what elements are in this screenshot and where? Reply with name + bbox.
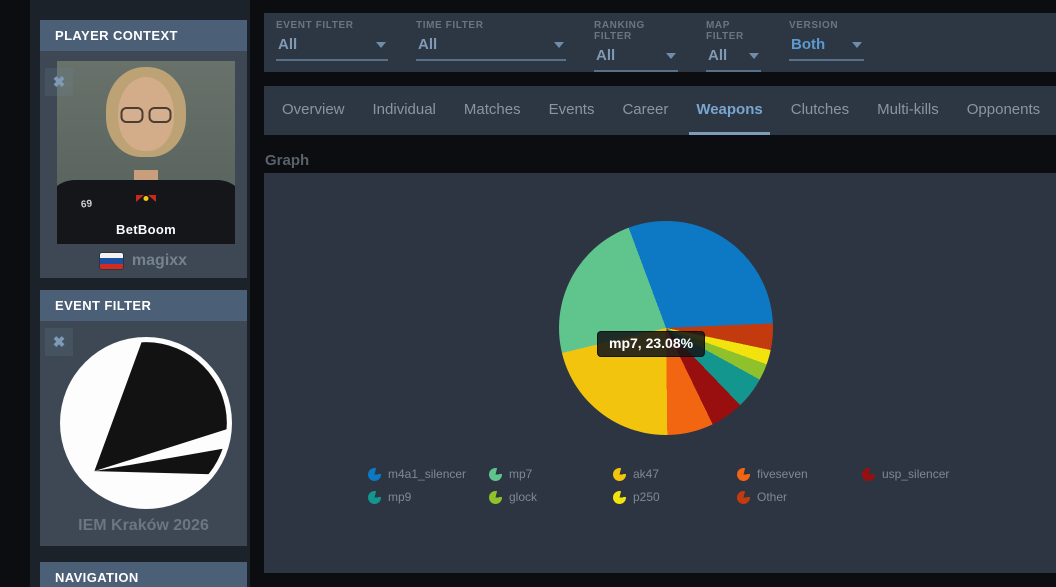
close-icon: ✖ (52, 334, 66, 351)
event-logo (60, 337, 232, 509)
event-filter-body: ✖ IEM Kraków 2026 (40, 321, 247, 546)
tab-individual[interactable]: Individual (372, 101, 436, 118)
player-name: magixx (131, 252, 188, 269)
chart-legend: m4a1_silencer mp7 ak47 fiveseven usp_silence… (368, 467, 1032, 504)
player-context-panel: PLAYER CONTEXT ✖ 69 BetBoom magixx (40, 20, 247, 278)
pie-chart-icon (489, 467, 502, 481)
pie-chart-icon (737, 467, 750, 481)
filter-label: EVENT FILTER (276, 20, 354, 31)
legend-label: mp7 (509, 467, 533, 481)
section-title: Graph (265, 152, 310, 169)
legend-item-ak47[interactable]: ak47 (613, 467, 737, 481)
player-context-title: PLAYER CONTEXT (55, 28, 178, 43)
tab-overview[interactable]: Overview (282, 101, 345, 118)
chevron-down-icon (852, 41, 862, 48)
russia-flag-icon (99, 253, 123, 269)
glasses-icon (120, 107, 172, 123)
chevron-down-icon (376, 41, 386, 48)
redbull-logo-icon (136, 193, 156, 204)
close-player-context-button[interactable]: ✖ (45, 68, 73, 96)
navigation-title: NAVIGATION (55, 570, 139, 585)
pie-chart-icon (368, 467, 381, 481)
player-name-row: magixx (40, 252, 247, 270)
pie-chart-icon (368, 490, 381, 504)
legend-item-p250[interactable]: p250 (613, 490, 737, 504)
player-context-header: PLAYER CONTEXT (40, 20, 247, 51)
shirt-number: 69 (80, 198, 93, 211)
navigation-header: NAVIGATION (40, 562, 247, 587)
legend-item-glock[interactable]: glock (489, 490, 613, 504)
esl-logo-icon (60, 337, 232, 509)
navigation-panel: NAVIGATION (40, 562, 247, 587)
legend-label: m4a1_silencer (388, 467, 467, 481)
filter-time-filter[interactable]: TIME FILTER All (416, 20, 566, 72)
pie-chart-icon (613, 467, 626, 481)
player-photo: 69 BetBoom (57, 61, 235, 244)
player-face (118, 77, 174, 151)
filter-selected-value: All (418, 36, 438, 53)
close-event-filter-button[interactable]: ✖ (45, 328, 73, 356)
tab-weapons[interactable]: Weapons (682, 86, 776, 135)
tab-multi-kills[interactable]: Multi-kills (877, 101, 939, 118)
shirt-brand: BetBoom (116, 222, 176, 237)
legend-label: ak47 (633, 467, 660, 481)
filter-ranking-filter[interactable]: RANKING FILTER All (594, 20, 678, 72)
legend-item-m4a1-silencer[interactable]: m4a1_silencer (368, 467, 489, 481)
filter-value[interactable]: All (276, 36, 388, 61)
legend-item-other[interactable]: Other (737, 490, 862, 504)
close-icon: ✖ (52, 74, 66, 91)
event-filter-panel: EVENT FILTER ✖ IEM Kraków 2026 (40, 290, 247, 546)
event-filter-header: EVENT FILTER (40, 290, 247, 321)
chevron-down-icon (749, 52, 759, 59)
filter-value[interactable]: All (706, 47, 761, 72)
tab-career[interactable]: Career (622, 101, 669, 118)
legend-item-mp9[interactable]: mp9 (368, 490, 489, 504)
chart-panel: mp7, 23.08% m4a1_silencer mp7 ak47 fiveseve… (264, 173, 1056, 573)
filter-label: RANKING FILTER (594, 20, 645, 42)
legend-label: glock (509, 490, 538, 504)
tab-matches[interactable]: Matches (463, 101, 521, 118)
filter-map-filter[interactable]: MAP FILTER All (706, 20, 761, 72)
filter-version[interactable]: VERSION Both (789, 20, 864, 72)
player-context-body: ✖ 69 BetBoom magixx (40, 51, 247, 278)
filter-selected-value: All (278, 36, 298, 53)
player-shirt (57, 180, 235, 244)
filter-selected-value: Both (791, 36, 826, 53)
filter-label: VERSION (789, 20, 839, 31)
chevron-down-icon (666, 52, 676, 59)
filter-value[interactable]: All (416, 36, 566, 61)
pie-chart-icon (737, 490, 750, 504)
event-filter-title: EVENT FILTER (55, 298, 152, 313)
legend-label: usp_silencer (882, 467, 950, 481)
legend-label: p250 (633, 490, 660, 504)
tab-opponents[interactable]: Opponents (966, 101, 1041, 118)
filter-value[interactable]: Both (789, 36, 864, 61)
filter-selected-value: All (708, 47, 728, 64)
chart-tooltip: mp7, 23.08% (597, 331, 706, 357)
filter-bar: EVENT FILTER All TIME FILTER All RANKING FIL… (264, 13, 1056, 72)
legend-label: fiveseven (757, 467, 808, 481)
legend-item-fiveseven[interactable]: fiveseven (737, 467, 862, 481)
tab-events[interactable]: Events (548, 101, 595, 118)
legend-label: mp9 (388, 490, 412, 504)
legend-item-mp7[interactable]: mp7 (489, 467, 613, 481)
pie-chart[interactable] (559, 221, 773, 435)
legend-item-usp-silencer[interactable]: usp_silencer (862, 467, 1032, 481)
pie-chart-icon (613, 490, 626, 504)
filter-selected-value: All (596, 47, 616, 64)
event-name: IEM Kraków 2026 (78, 517, 209, 534)
pie-chart-icon (489, 490, 502, 504)
filter-value[interactable]: All (594, 47, 678, 72)
filter-label: MAP FILTER (706, 20, 744, 42)
chevron-down-icon (554, 41, 564, 48)
tab-bar: Overview Individual Matches Events Career Wea… (264, 86, 1056, 135)
tab-clutches[interactable]: Clutches (790, 101, 850, 118)
filter-label: TIME FILTER (416, 20, 484, 31)
legend-label: Other (757, 490, 788, 504)
pie-chart-icon (862, 467, 875, 481)
filter-event-filter[interactable]: EVENT FILTER All (276, 20, 388, 72)
